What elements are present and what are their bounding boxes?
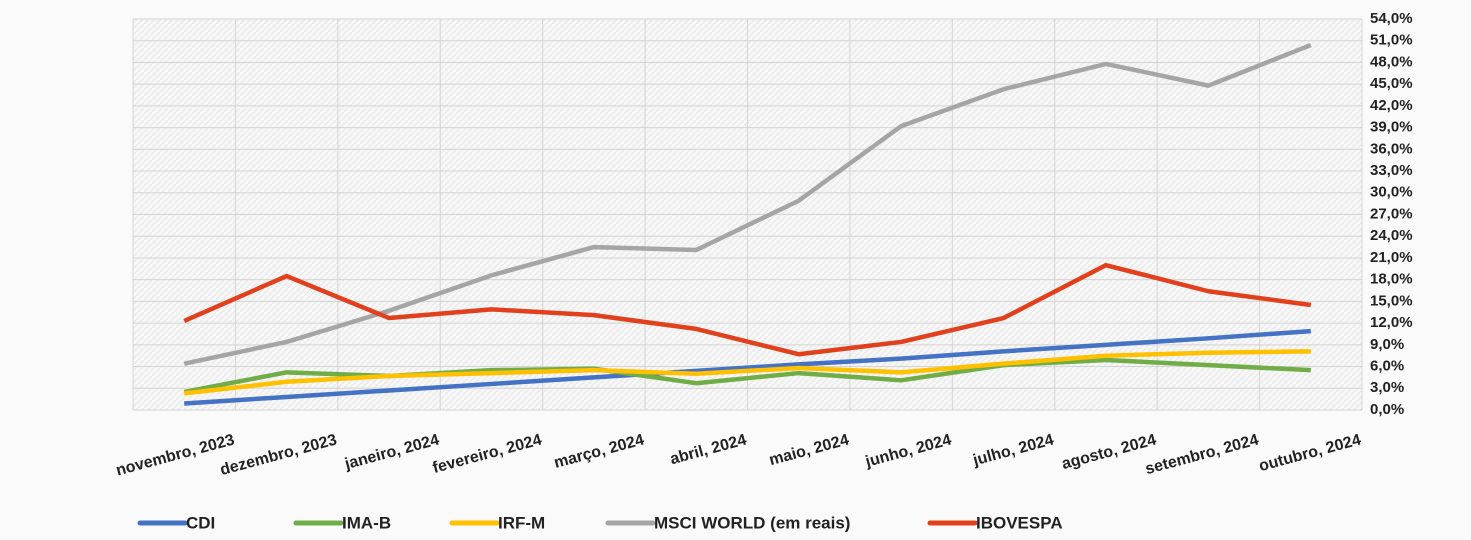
x-tick-label: junho, 2024: [863, 431, 953, 471]
y-tick-label: 48,0%: [1370, 53, 1413, 70]
x-tick-label: fevereiro, 2024: [431, 431, 544, 476]
y-tick-label: 45,0%: [1370, 75, 1413, 92]
x-tick-label: outubro, 2024: [1257, 431, 1363, 475]
y-tick-label: 0,0%: [1370, 401, 1404, 418]
legend-label: MSCI WORLD (em reais): [654, 513, 850, 532]
y-tick-label: 9,0%: [1370, 336, 1404, 353]
legend-label: CDI: [186, 513, 215, 532]
x-tick-label: janeiro, 2024: [342, 431, 441, 473]
y-tick-label: 12,0%: [1370, 314, 1413, 331]
y-tick-label: 6,0%: [1370, 358, 1404, 375]
y-tick-label: 33,0%: [1370, 162, 1413, 179]
y-tick-label: 15,0%: [1370, 292, 1413, 309]
y-tick-label: 18,0%: [1370, 271, 1413, 288]
x-tick-label: março, 2024: [552, 431, 646, 471]
y-tick-label: 42,0%: [1370, 97, 1413, 114]
x-tick-label: setembro, 2024: [1144, 431, 1261, 478]
legend-label: IBOVESPA: [976, 513, 1063, 532]
series-line: [183, 262, 1312, 357]
x-tick-label: dezembro, 2023: [218, 431, 338, 479]
series-line: [183, 349, 1311, 396]
x-tick-label: julho, 2024: [970, 431, 1055, 469]
x-tick-label: maio, 2024: [767, 431, 851, 469]
y-tick-label: 39,0%: [1370, 119, 1413, 136]
y-tick-label: 36,0%: [1370, 140, 1413, 157]
y-tick-label: 30,0%: [1370, 184, 1413, 201]
series-line: [184, 328, 1311, 406]
y-tick-label: 3,0%: [1370, 379, 1404, 396]
x-tick-label: novembro, 2023: [114, 431, 236, 479]
y-tick-label: 54,0%: [1370, 10, 1413, 27]
series-line: [183, 42, 1312, 366]
y-tick-label: 51,0%: [1370, 32, 1413, 49]
x-tick-label: abril, 2024: [668, 431, 748, 468]
x-tick-label: agosto, 2024: [1060, 431, 1158, 473]
legend-label: IRF-M: [498, 513, 545, 532]
y-tick-label: 21,0%: [1370, 249, 1413, 266]
y-tick-label: 27,0%: [1370, 205, 1413, 222]
y-tick-label: 24,0%: [1370, 227, 1413, 244]
legend-label: IMA-B: [342, 513, 391, 532]
